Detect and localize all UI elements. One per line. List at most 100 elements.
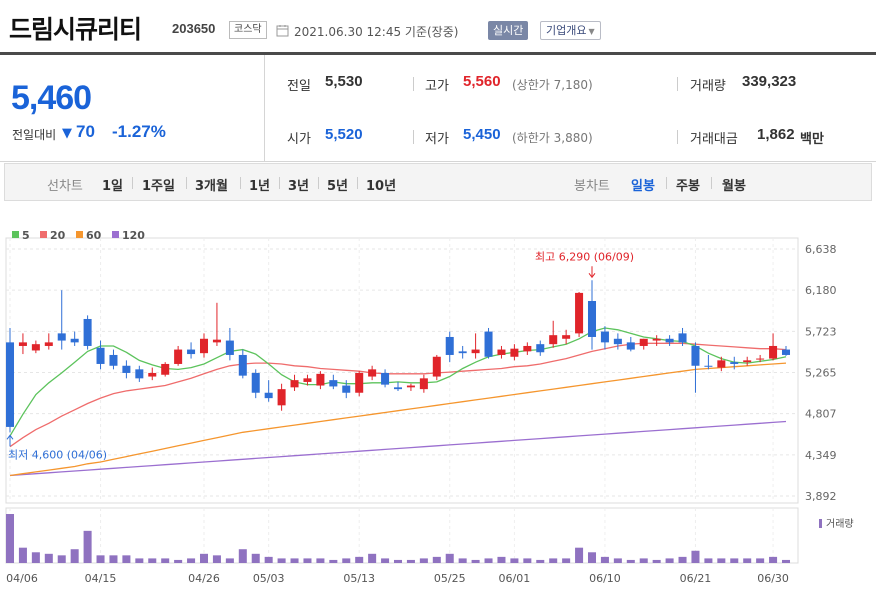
candle-body (381, 372, 390, 385)
candle-body (458, 351, 467, 354)
volume-bar (355, 556, 364, 563)
period-10y-button[interactable]: 10년 (366, 179, 397, 194)
open-value: 5,520 (325, 126, 363, 143)
legend-swatch (12, 231, 19, 238)
candle-body (781, 349, 791, 355)
volume-bar (199, 553, 209, 563)
daily-candle-button[interactable]: 일봉 (631, 179, 655, 194)
candle-body (277, 389, 286, 406)
x-tick-label: 05/13 (343, 572, 375, 585)
candle-body (303, 378, 312, 382)
candle-body (717, 360, 726, 368)
period-3m-button[interactable]: 3개월 (195, 179, 228, 194)
volume-plot-frame (5, 507, 799, 564)
volume-bar (665, 558, 674, 563)
realtime-button[interactable]: 실시간 (488, 21, 529, 40)
x-tick-label: 06/21 (680, 572, 712, 585)
volume-bar (148, 558, 157, 563)
volume-bar (83, 530, 92, 563)
annotation-high-arrowhead (588, 273, 596, 279)
volume-bar (406, 559, 415, 563)
volume-legend-label: 거래량 (826, 518, 854, 530)
volume-bar (251, 553, 260, 563)
annotation-low: 최저 4,600 (04/06) (8, 448, 107, 461)
x-tick-label: 06/10 (589, 572, 621, 585)
candle-body (122, 365, 131, 373)
period-1d-button[interactable]: 1일 (102, 179, 124, 194)
period-1w-button[interactable]: 1주일 (142, 179, 175, 194)
volume-bar (445, 553, 454, 563)
candle-body (70, 338, 79, 343)
candle-body (316, 373, 325, 386)
volume-bar (600, 556, 609, 563)
volume-bar (57, 555, 66, 563)
volume-bar (5, 514, 15, 563)
candle-body (161, 363, 170, 375)
candle-body (484, 331, 493, 357)
candle-body (704, 365, 713, 367)
volume-bar (381, 558, 390, 563)
prev-close-label: 전일 (287, 79, 311, 94)
low-value: 5,450 (463, 126, 501, 143)
volume-bar (316, 558, 325, 563)
divider (279, 177, 280, 189)
candle-body (109, 354, 118, 366)
y-tick-label: 5,723 (805, 325, 837, 338)
volume-bar (368, 553, 377, 563)
y-tick-label: 4,807 (805, 408, 837, 421)
candle-body (393, 387, 403, 390)
candle-body (600, 331, 609, 343)
legend-label: 5 (22, 229, 30, 242)
volume-bar (342, 558, 351, 563)
company-info-button[interactable]: 기업개요 ▼ (540, 21, 601, 40)
volume-bar (109, 555, 118, 563)
volume-bar (652, 559, 661, 563)
candle-body (83, 318, 92, 346)
period-5y-button[interactable]: 5년 (327, 179, 349, 194)
candle-body (471, 349, 480, 354)
candle-body (536, 344, 545, 353)
candle-body (730, 362, 739, 364)
candle-body (355, 372, 364, 393)
current-price: 5,460 (11, 79, 92, 117)
candle-body (44, 342, 53, 346)
volume-bar (523, 558, 532, 563)
candle-body (743, 360, 752, 363)
lower-limit: (하한가 3,880) (512, 131, 593, 145)
quote-panel: 5,460 전일대비 ▼ 70 -1.27% 전일 5,530 고가 5,560… (0, 52, 876, 162)
candle-body (174, 349, 183, 364)
change-label: 전일대비 (12, 128, 57, 142)
volume-bar (587, 552, 597, 563)
volume-bar (70, 549, 79, 563)
volume-bar (678, 556, 687, 563)
period-1y-button[interactable]: 1년 (249, 179, 271, 194)
weekly-candle-button[interactable]: 주봉 (676, 179, 700, 194)
candle-body (31, 344, 40, 351)
x-tick-label: 06/01 (499, 572, 531, 585)
volume-bar (717, 558, 726, 563)
volume-bar (31, 552, 40, 563)
volume-value: 339,323 (742, 73, 797, 90)
volume-bar (536, 559, 545, 563)
x-tick-label: 05/25 (434, 572, 466, 585)
volume-legend-swatch (819, 519, 822, 528)
period-3y-button[interactable]: 3년 (288, 179, 310, 194)
calendar-icon (276, 25, 289, 37)
volume-bar (44, 553, 53, 563)
monthly-candle-button[interactable]: 월봉 (722, 179, 746, 194)
period-selector: 선차트 1일 1주일 3개월 1년 3년 5년 10년 봉차트 일봉 주봉 월봉 (4, 163, 872, 201)
volume-bar (122, 555, 131, 563)
volume-bar (238, 549, 247, 563)
divider (666, 177, 667, 189)
timestamp: 2021.06.30 12:45 기준(장중) (294, 25, 459, 39)
candle-body (419, 378, 428, 390)
legend-label: 20 (50, 229, 66, 242)
candle-body (497, 349, 506, 355)
divider (240, 177, 241, 189)
candle-body (406, 385, 415, 388)
volume-bar (730, 558, 739, 563)
volume-bar (458, 558, 467, 563)
x-tick-label: 05/03 (253, 572, 285, 585)
candle-body (769, 345, 778, 359)
candle-body (238, 354, 247, 376)
